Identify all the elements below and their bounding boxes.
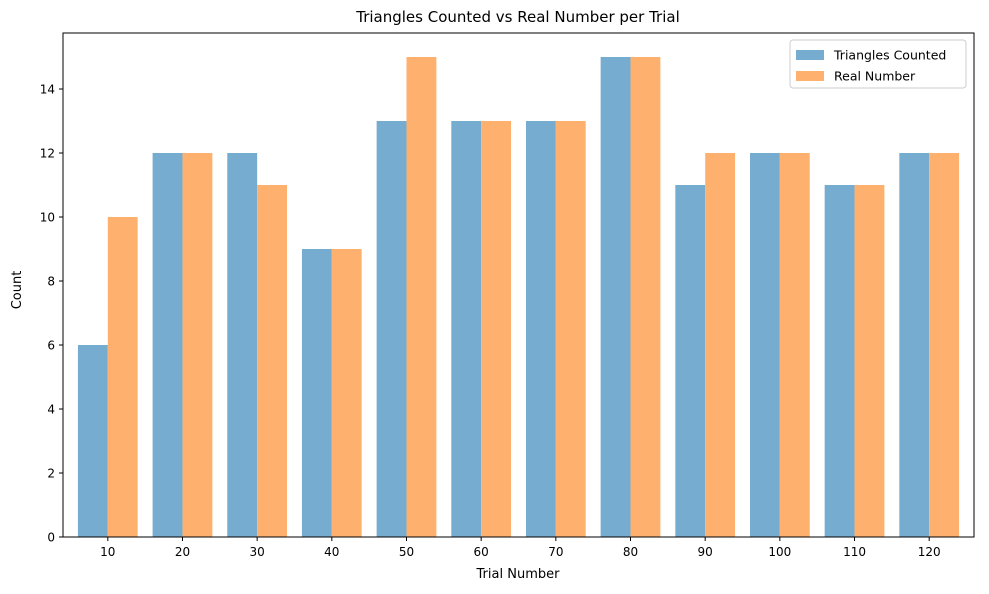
legend: Triangles Counted Real Number	[789, 39, 967, 89]
x-tick-label: 70	[548, 545, 563, 559]
legend-swatch	[796, 50, 824, 60]
bar-triangles-counted-120	[899, 153, 930, 537]
y-tick-label: 14	[40, 83, 55, 97]
bar-real-number-60	[481, 121, 512, 537]
x-tick-label: 110	[843, 545, 866, 559]
x-tick-label: 20	[175, 545, 190, 559]
bar-real-number-20	[182, 153, 213, 537]
bar-real-number-100	[779, 153, 810, 537]
x-tick-label: 30	[250, 545, 265, 559]
y-tick-label: 6	[47, 339, 55, 353]
x-tick-label: 50	[399, 545, 414, 559]
y-tick-label: 0	[47, 531, 55, 545]
legend-swatch	[796, 71, 824, 81]
bar-real-number-40	[331, 249, 362, 537]
bar-triangles-counted-50	[376, 121, 407, 537]
axes-layer: 0 2 4 6 8 10 12 14 10 20 30 40 50 60 70 80 90 100 110 120	[40, 32, 975, 559]
bar-triangles-counted-30	[227, 153, 258, 537]
bar-real-number-110	[854, 185, 885, 537]
x-tick-label: 80	[623, 545, 638, 559]
bar-triangles-counted-10	[77, 345, 108, 537]
y-tick-label: 10	[40, 211, 55, 225]
bar-real-number-50	[406, 57, 437, 537]
plot-frame	[62, 32, 975, 538]
bar-triangles-counted-20	[152, 153, 183, 537]
y-tick-label: 2	[47, 467, 55, 481]
x-tick-label: 100	[768, 545, 791, 559]
chart-title: Triangles Counted vs Real Number per Tri…	[355, 8, 679, 26]
x-tick-label: 90	[698, 545, 713, 559]
bar-triangles-counted-40	[301, 249, 332, 537]
y-tick-label: 8	[47, 275, 55, 289]
bar-real-number-70	[555, 121, 586, 537]
bar-triangles-counted-80	[600, 57, 631, 537]
y-tick-label: 4	[47, 403, 55, 417]
bar-triangles-counted-110	[824, 185, 855, 537]
bar-triangles-counted-100	[749, 153, 780, 537]
x-axis-label: Trial Number	[476, 567, 561, 582]
x-tick-label: 10	[100, 545, 115, 559]
y-tick-label: 12	[40, 147, 55, 161]
bar-triangles-counted-60	[451, 121, 482, 537]
legend-label: Triangles Counted	[833, 48, 946, 63]
bar-real-number-120	[929, 153, 960, 537]
x-tick-label: 60	[474, 545, 489, 559]
bar-real-number-30	[257, 185, 288, 537]
bar-triangles-counted-90	[675, 185, 706, 537]
bar-triangles-counted-70	[525, 121, 556, 537]
bar-real-number-10	[107, 217, 138, 537]
x-tick-label: 40	[324, 545, 339, 559]
y-axis-label: Count	[10, 271, 25, 310]
x-tick-label: 120	[918, 545, 941, 559]
bar-real-number-80	[630, 57, 661, 537]
bars-layer	[77, 57, 960, 537]
legend-box	[789, 39, 967, 89]
legend-label: Real Number	[834, 69, 916, 84]
bar-real-number-90	[705, 153, 736, 537]
